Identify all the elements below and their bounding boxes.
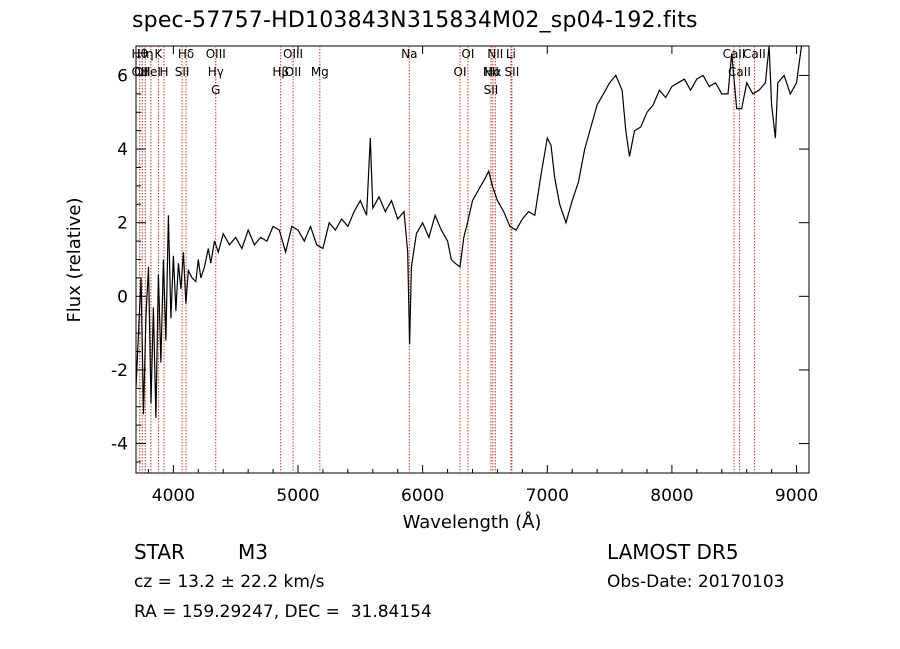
y-tick-label: -4 bbox=[111, 435, 128, 455]
line-label: OI bbox=[461, 47, 474, 61]
line-label: Hγ bbox=[208, 65, 224, 79]
line-label: OIII bbox=[283, 47, 303, 61]
line-label: OI bbox=[454, 65, 467, 79]
plot-frame bbox=[135, 45, 810, 474]
y-tick-label: -2 bbox=[111, 361, 128, 381]
x-axis-label: Wavelength (Å) bbox=[403, 511, 542, 533]
y-tick-label: 6 bbox=[117, 66, 128, 86]
y-tick-label: 2 bbox=[117, 214, 128, 234]
line-label: HeI bbox=[141, 65, 161, 79]
line-label: Hα bbox=[484, 65, 501, 79]
line-label: Hδ bbox=[178, 47, 194, 61]
line-label: Hθ bbox=[132, 47, 148, 61]
line-label: Na bbox=[401, 47, 417, 61]
line-label: OIII bbox=[206, 47, 226, 61]
line-label: NII bbox=[483, 65, 499, 79]
line-label: SII bbox=[175, 65, 190, 79]
line-label: Hβ bbox=[272, 65, 289, 79]
x-tick-label: 5000 bbox=[276, 486, 319, 506]
y-tick-label: 0 bbox=[117, 287, 128, 307]
object-subclass: M3 bbox=[238, 540, 268, 564]
x-tick-label: 7000 bbox=[526, 486, 569, 506]
observation-date: Obs-Date: 20170103 bbox=[607, 572, 785, 592]
line-label: Hη bbox=[137, 47, 154, 61]
spectral-line-markers bbox=[139, 46, 755, 473]
coordinates: RA = 159.29247, DEC = 31.84154 bbox=[134, 602, 432, 622]
object-class: STAR bbox=[134, 540, 185, 564]
redshift-value: cz = 13.2 ± 22.2 km/s bbox=[134, 572, 325, 592]
line-label: Mg bbox=[311, 65, 329, 79]
y-axis-label: Flux (relative) bbox=[64, 197, 85, 322]
x-tick-label: 4000 bbox=[152, 486, 195, 506]
chart-title: spec-57757-HD103843N315834M02_sp04-192.f… bbox=[132, 8, 698, 33]
line-label: OII bbox=[285, 65, 302, 79]
line-label: SII bbox=[505, 65, 520, 79]
line-label: SII bbox=[484, 83, 499, 97]
line-label: CaII bbox=[728, 65, 751, 79]
spectrum-line bbox=[135, 45, 803, 418]
line-label: H bbox=[160, 65, 169, 79]
line-label: NII bbox=[487, 47, 503, 61]
survey-name: LAMOST DR5 bbox=[607, 540, 739, 564]
axis-ticks: 4000 5000 6000 7000 8000 9000 -4 -2 0 2 4 6 bbox=[111, 46, 818, 506]
line-label: K bbox=[154, 47, 163, 61]
y-tick-label: 4 bbox=[117, 140, 128, 160]
x-tick-label: 6000 bbox=[401, 486, 444, 506]
x-tick-label: 8000 bbox=[650, 486, 693, 506]
line-label: CaII bbox=[743, 47, 766, 61]
line-label: Li bbox=[506, 47, 516, 61]
line-label: CaII bbox=[723, 47, 746, 61]
x-tick-label: 9000 bbox=[775, 486, 818, 506]
line-label: G bbox=[211, 83, 220, 97]
